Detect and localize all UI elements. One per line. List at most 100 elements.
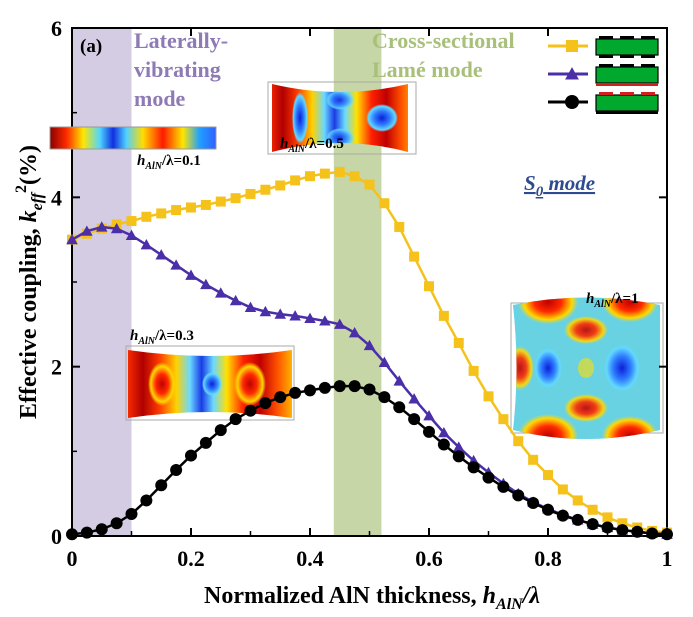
- legend-electrode-icon: [620, 92, 634, 95]
- inset-mode-shape-0.3: [125, 345, 295, 421]
- legend-stack-substrate-icon: [595, 38, 659, 56]
- point-circle: [185, 449, 197, 462]
- legend-stack-substrate-icon: [595, 66, 659, 84]
- inset-label-0.1: hAlN/λ=0.1: [137, 153, 201, 172]
- legend-marker-circle: [565, 95, 579, 109]
- legend-stack-substrate-icon: [595, 94, 659, 112]
- point-triangle: [319, 315, 331, 326]
- point-circle: [571, 513, 584, 526]
- legend-marker-triangle: [565, 67, 579, 80]
- legend-electrode-icon: [596, 111, 658, 114]
- band-0: [72, 28, 132, 536]
- point-square: [334, 166, 345, 177]
- point-square: [305, 171, 315, 182]
- point-circle: [274, 391, 287, 404]
- point-circle: [155, 479, 168, 492]
- x-tick-label: 0.4: [296, 546, 324, 571]
- band-label-1-line-0: Cross-sectional: [372, 28, 515, 53]
- point-square: [572, 495, 583, 506]
- legend-electrode-icon: [599, 55, 613, 58]
- point-triangle: [363, 339, 376, 351]
- point-triangle: [378, 356, 391, 368]
- point-circle: [318, 381, 331, 394]
- point-circle: [556, 509, 569, 522]
- inset-label-1: hAlN/λ=1: [586, 291, 639, 310]
- point-circle: [378, 391, 391, 404]
- point-circle: [616, 524, 629, 537]
- x-tick-label: 0.2: [177, 546, 205, 571]
- point-circle: [646, 527, 659, 540]
- point-square: [617, 518, 628, 529]
- x-axis-label: Normalized AlN thickness, hAlN/λ: [204, 583, 540, 613]
- x-tick-label: 0: [67, 546, 78, 571]
- point-triangle: [348, 327, 361, 338]
- point-circle: [80, 526, 93, 539]
- point-square: [171, 205, 182, 216]
- series-layer: [66, 166, 673, 541]
- point-circle: [333, 380, 346, 393]
- s0-mode-label: S0 mode: [524, 171, 595, 200]
- legend-electrode-icon: [596, 83, 658, 86]
- point-triangle: [438, 426, 450, 438]
- point-triangle: [215, 287, 227, 298]
- legend-marker-square: [566, 40, 578, 52]
- point-triangle: [423, 410, 435, 421]
- point-square: [245, 188, 256, 199]
- inset-colorbar-0.1: [49, 126, 217, 150]
- legend-electrode-icon: [641, 55, 655, 58]
- point-circle: [170, 463, 183, 476]
- point-square: [200, 199, 211, 210]
- x-tick-label: 0.8: [534, 546, 562, 571]
- point-square: [587, 504, 598, 515]
- point-triangle: [334, 318, 346, 329]
- inset-mode-shape-0.5: [267, 81, 417, 155]
- point-square: [186, 202, 196, 213]
- point-circle: [140, 494, 153, 507]
- point-triangle: [408, 393, 420, 404]
- point-triangle: [170, 259, 182, 270]
- point-triangle: [229, 294, 242, 306]
- point-square: [349, 171, 360, 182]
- point-square: [424, 281, 434, 292]
- point-square: [275, 180, 286, 191]
- band-label-0-line-1: vibrating: [134, 57, 221, 82]
- y-tick-label: 6: [51, 16, 62, 41]
- point-square: [498, 414, 509, 425]
- point-circle: [423, 425, 435, 438]
- point-square: [438, 310, 449, 321]
- legend-electrode-icon: [641, 36, 655, 39]
- point-triangle: [304, 312, 316, 324]
- point-square: [141, 211, 152, 222]
- band-label-1-line-1: Lamé mode: [372, 57, 483, 82]
- s0-sub: 0: [536, 184, 544, 200]
- point-triangle: [110, 222, 123, 234]
- point-circle: [229, 413, 242, 426]
- point-square: [379, 198, 390, 209]
- series-square: [67, 166, 672, 538]
- legend-electrode-icon: [641, 92, 655, 95]
- x-tick-label: 1: [662, 546, 673, 571]
- point-square: [230, 193, 241, 204]
- point-circle: [348, 380, 361, 393]
- band-labels: Laterally-vibrating mode Cross-sectional La…: [134, 28, 515, 111]
- legend-electrode-icon: [599, 64, 613, 67]
- point-square: [453, 337, 464, 348]
- point-circle: [244, 404, 257, 417]
- point-square: [602, 512, 613, 523]
- point-triangle: [96, 221, 108, 232]
- point-triangle: [66, 233, 78, 245]
- inset-mode-shape-1: [510, 297, 664, 439]
- point-square: [394, 221, 405, 232]
- point-circle: [304, 384, 316, 397]
- point-circle: [601, 521, 614, 534]
- point-square: [483, 391, 494, 402]
- s0-main: S: [524, 171, 536, 195]
- point-triangle: [274, 308, 286, 319]
- point-circle: [125, 507, 138, 520]
- point-circle: [482, 471, 495, 484]
- point-triangle: [289, 310, 301, 321]
- legend: [548, 36, 659, 114]
- point-square: [543, 470, 553, 481]
- point-square: [364, 179, 375, 190]
